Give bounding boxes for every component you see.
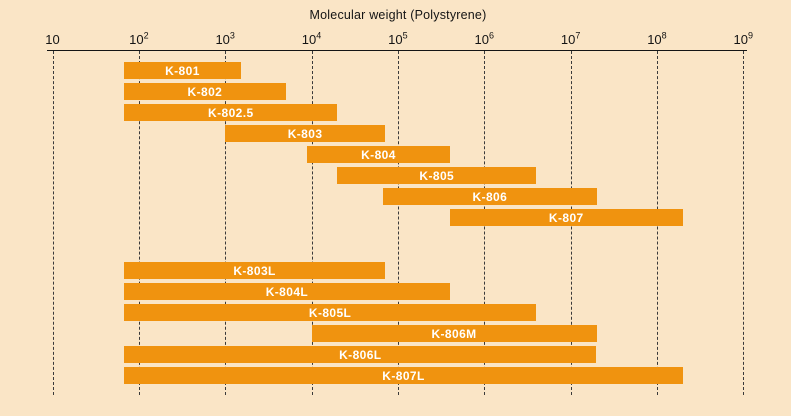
x-axis-tick-label: 10 xyxy=(45,32,60,47)
bar-label: K-805 xyxy=(419,168,455,183)
x-axis-tick-label: 107 xyxy=(560,30,581,47)
column-range-bar: K-801 xyxy=(124,62,241,79)
gridline xyxy=(743,51,745,395)
column-range-bar: K-803 xyxy=(225,125,385,142)
bar-label: K-806M xyxy=(431,326,477,341)
bar-label: K-804L xyxy=(265,284,309,299)
bar-label: K-807 xyxy=(548,210,584,225)
x-axis-tick-label: 102 xyxy=(129,30,149,47)
x-axis-tick-label: 109 xyxy=(733,30,754,47)
bar-label: K-807L xyxy=(382,368,425,383)
column-range-bar: K-802 xyxy=(124,83,286,100)
bar-label: K-803 xyxy=(287,126,323,141)
chart-title: Molecular weight (Polystyrene) xyxy=(309,8,487,22)
x-axis-tick-label: 106 xyxy=(474,30,494,47)
gridline xyxy=(225,51,227,395)
gridline xyxy=(311,51,313,395)
column-range-bar: K-806M xyxy=(311,325,597,342)
x-axis-tick-label: 108 xyxy=(647,30,667,47)
column-range-bar: K-806L xyxy=(124,346,597,363)
bar-label: K-804 xyxy=(361,147,396,162)
column-range-bar: K-805 xyxy=(337,167,537,184)
x-axis-tick-label: 104 xyxy=(301,30,322,47)
column-range-bar: K-804 xyxy=(307,146,450,163)
column-range-bar: K-806 xyxy=(383,188,597,205)
column-range-bar: K-804L xyxy=(124,283,450,300)
column-range-bar: K-803L xyxy=(124,262,385,279)
bar-label: K-802.5 xyxy=(208,105,254,120)
bar-label: K-805L xyxy=(308,305,352,320)
column-range-bar: K-807L xyxy=(124,367,683,384)
bar-label: K-801 xyxy=(165,63,200,78)
bar-label: K-802 xyxy=(187,84,223,99)
column-range-bar: K-805L xyxy=(124,304,537,321)
gridline xyxy=(138,51,140,395)
column-range-bar: K-802.5 xyxy=(124,104,338,121)
x-axis-ticks: 10 102 103 104 105 106 107 108 109 xyxy=(0,30,791,50)
gridline xyxy=(52,51,54,395)
x-axis-tick-label: 103 xyxy=(215,30,235,47)
gridline xyxy=(397,51,399,395)
column-range-bar: K-807 xyxy=(449,209,683,226)
x-axis-tick-label: 105 xyxy=(388,30,408,47)
bar-label: K-806L xyxy=(339,347,382,362)
bar-label: K-806 xyxy=(472,189,508,204)
x-axis-line xyxy=(47,50,747,51)
bar-label: K-803L xyxy=(233,263,276,278)
